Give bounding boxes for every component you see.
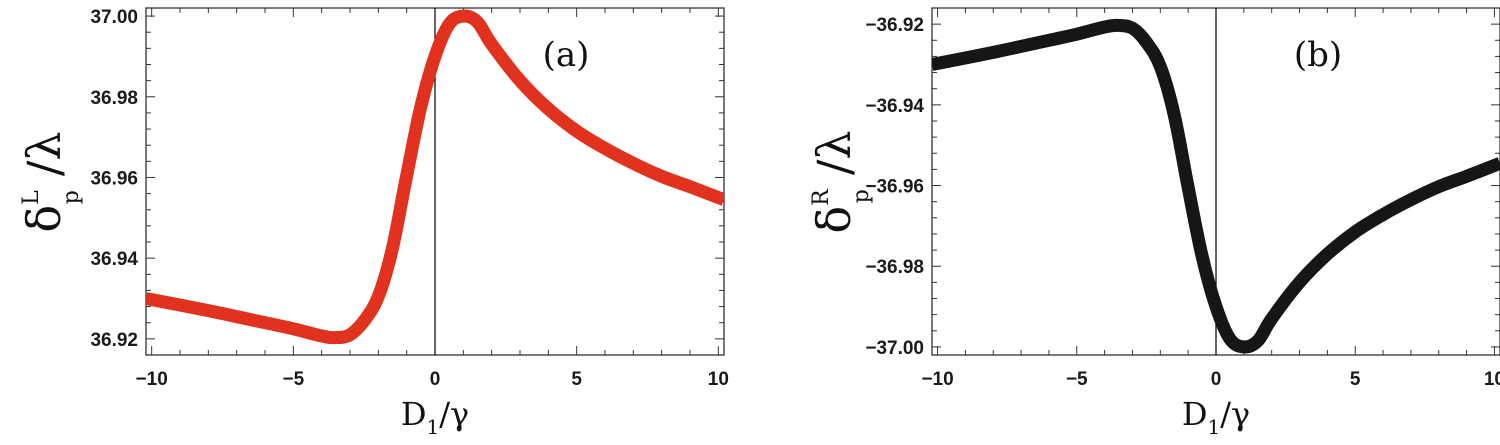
y-axis-label-sup: R xyxy=(809,188,834,206)
x-axis-label-sub: 1 xyxy=(1208,415,1221,439)
y-axis-label-rest: /λ xyxy=(17,131,71,176)
x-axis-label-rest: /γ xyxy=(439,395,469,433)
x-axis-label: D1/γ xyxy=(401,395,469,439)
y-tick-label: 36.96 xyxy=(90,168,138,189)
panel-a: −10 −5 0 5 1036.9236.9436.9636.9837.00(a)D1/… xyxy=(17,7,729,439)
series-line xyxy=(932,18,1500,354)
x-tick-label: −5 xyxy=(282,369,304,390)
y-tick-label: 36.92 xyxy=(90,330,138,351)
x-tick-label: 5 xyxy=(1350,369,1361,390)
y-tick-label: −36.98 xyxy=(865,257,924,278)
x-tick-label: −10 xyxy=(136,369,168,390)
x-tick-label: 0 xyxy=(430,369,441,390)
y-axis-label-sup: L xyxy=(19,190,44,205)
x-axis-label-rest: /γ xyxy=(1220,395,1250,433)
y-axis-label-main: δ xyxy=(807,206,861,234)
y-tick-label: 37.00 xyxy=(90,7,138,28)
x-axis-label-sub: 1 xyxy=(427,415,440,439)
y-axis-label-rest: /λ xyxy=(807,130,861,175)
panel-b: −10 −5 0 5 10 −37.00 −36.98 −36.96 −36.94 −36.92 (… xyxy=(807,7,1500,439)
x-tick-label: 5 xyxy=(571,369,582,390)
y-tick-label: −36.96 xyxy=(865,177,924,198)
y-axis-label-main: δ xyxy=(17,205,71,233)
y-tick-label: 36.94 xyxy=(90,249,138,270)
x-tick-label: 10 xyxy=(1484,369,1500,390)
x-axis-label-main: D xyxy=(401,395,427,433)
series-line xyxy=(146,9,724,345)
y-axis-label-sub: p xyxy=(849,189,874,203)
y-axis-label: δL p/λ xyxy=(17,131,84,232)
y-axis-label: δR p/λ xyxy=(807,130,874,233)
x-tick-label: 0 xyxy=(1211,369,1222,390)
x-axis-label: D1/γ xyxy=(1182,395,1250,439)
x-axis-label-main: D xyxy=(1182,395,1208,433)
y-tick-label: −36.94 xyxy=(865,96,924,117)
y-tick-label: 36.98 xyxy=(90,88,138,109)
x-tick-label: −10 xyxy=(921,369,953,390)
y-tick-label: −37.00 xyxy=(865,338,924,359)
x-tick-label: 10 xyxy=(708,369,729,390)
panel-tag: (a) xyxy=(543,35,590,75)
y-axis-label-sub: p xyxy=(59,190,84,204)
y-tick-label: −36.92 xyxy=(865,15,924,36)
x-tick-label: −5 xyxy=(1066,369,1088,390)
panel-tag: (b) xyxy=(1294,35,1342,75)
